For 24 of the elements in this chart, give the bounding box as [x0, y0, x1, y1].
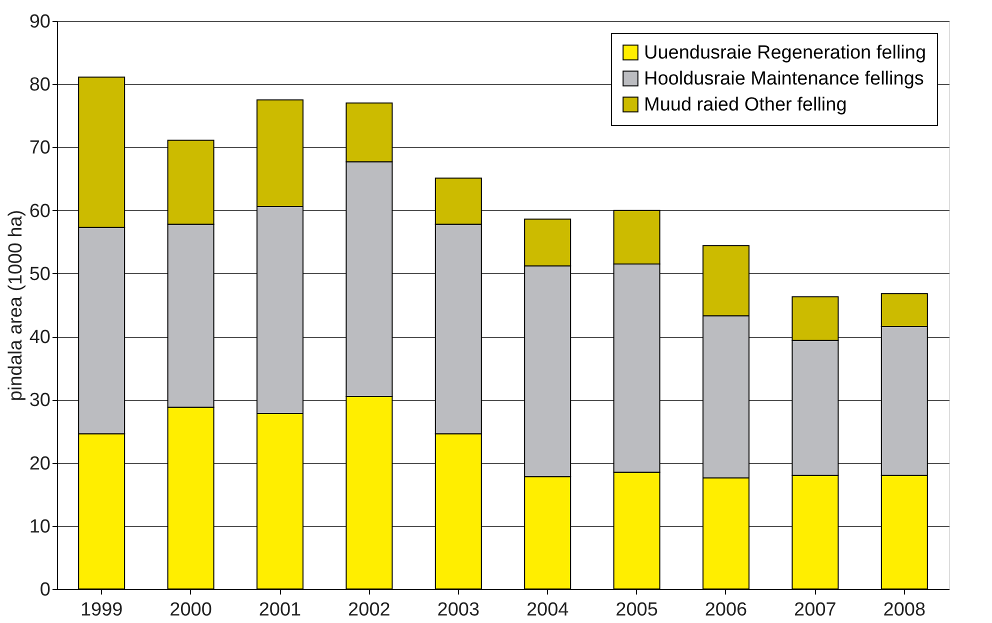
- y-tick-label: 20: [29, 453, 50, 474]
- x-tick-label: 2007: [794, 600, 836, 620]
- legend-label: Hooldusraie Maintenance fellings: [644, 68, 924, 90]
- x-tick-label: 2004: [526, 600, 570, 620]
- y-tick-label: 60: [29, 200, 50, 222]
- y-axis-title: pindala area (1000 ha): [5, 210, 26, 402]
- x-tick-label: 1999: [80, 600, 123, 620]
- y-tick-label: 80: [29, 74, 50, 96]
- x-tick-label: 2003: [437, 600, 480, 620]
- y-tick-label: 0: [40, 580, 50, 600]
- y-tick-label: 30: [29, 390, 50, 412]
- y-tick-label: 10: [29, 516, 50, 538]
- y-tick-label: 40: [29, 327, 50, 348]
- y-tick-label: 90: [29, 12, 50, 32]
- x-tick-label: 2000: [170, 600, 212, 620]
- x-tick-label: 2008: [883, 600, 926, 620]
- y-tick-label: 70: [29, 138, 50, 159]
- x-tick-label: 2002: [348, 600, 390, 620]
- y-tick-label: 50: [29, 264, 50, 285]
- x-tick-label: 2006: [704, 600, 748, 620]
- x-tick-label: 2005: [616, 600, 658, 620]
- legend-label: Muud raied Other felling: [644, 94, 847, 116]
- legend-label: Uuendusraie Regeneration felling: [644, 42, 926, 64]
- x-tick-label: 2001: [258, 600, 302, 620]
